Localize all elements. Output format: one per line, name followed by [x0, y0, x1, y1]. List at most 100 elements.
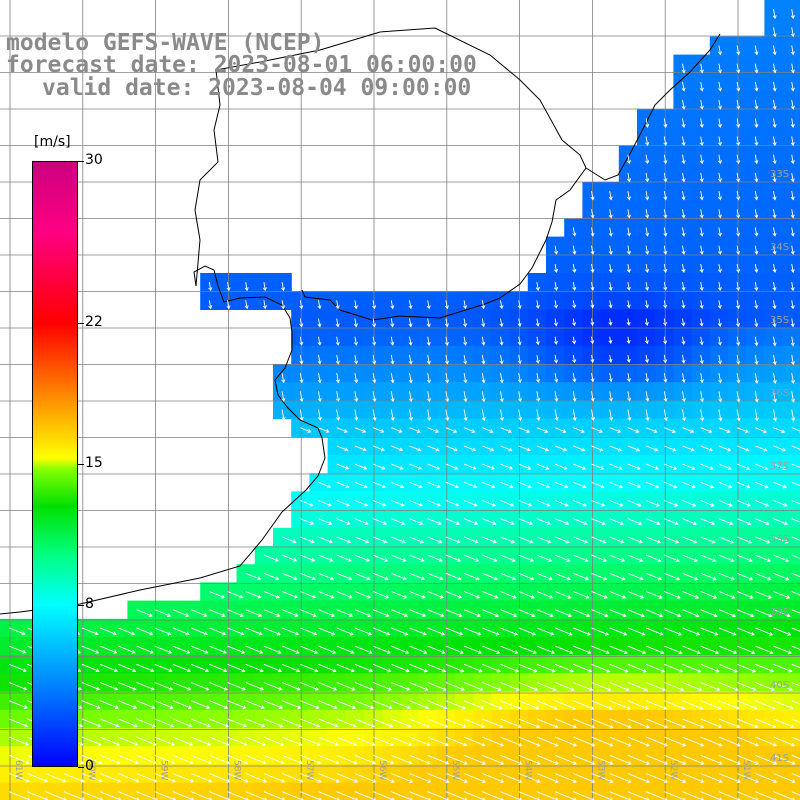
wind-arrow [500, 645, 519, 655]
wind-arrow [773, 591, 791, 599]
wind-arrow [554, 609, 573, 618]
wind-arrow [736, 409, 741, 422]
lon-label: 60W [86, 760, 96, 780]
colorbar-tick-mark [78, 605, 84, 607]
wind-arrow [354, 518, 369, 525]
wind-arrow [481, 391, 486, 403]
wind-cell [673, 782, 693, 800]
wind-arrow [645, 481, 660, 489]
wind-arrow [263, 791, 286, 800]
wind-arrow [645, 773, 669, 784]
wind-arrow [682, 481, 696, 489]
wind-arrow [208, 282, 213, 292]
wind-arrow [8, 754, 30, 765]
wind-arrow [736, 263, 741, 273]
wind-arrow [499, 409, 504, 422]
wind-cell [254, 782, 274, 800]
wind-arrow [627, 518, 643, 526]
wind-arrow [354, 754, 376, 765]
wind-arrow [664, 500, 679, 507]
wind-arrow [427, 609, 445, 618]
wind-arrow [463, 445, 477, 452]
wind-arrow [317, 354, 322, 365]
wind-arrow [463, 373, 468, 384]
wind-arrow [536, 791, 559, 800]
wind-arrow [172, 682, 192, 691]
wind-arrow [190, 736, 212, 746]
wind-arrow [463, 718, 486, 728]
wind-arrow [609, 627, 628, 636]
wind-arrow [300, 572, 316, 581]
wind-arrow [190, 700, 211, 710]
wind-arrow [608, 191, 613, 201]
wind-arrow [682, 463, 696, 470]
wind-arrow [591, 481, 605, 489]
wind-arrow [718, 773, 741, 784]
wind-arrow [408, 300, 413, 310]
wind-arrow [372, 572, 389, 581]
wind-arrow [554, 409, 559, 422]
wind-arrow [427, 718, 449, 728]
wind-arrow [281, 754, 303, 765]
wind-arrow [318, 536, 333, 544]
wind-cell [782, 582, 800, 602]
wind-arrow [718, 536, 734, 544]
wind-arrow [518, 627, 537, 636]
wind-arrow [554, 718, 578, 729]
wind-arrow [736, 682, 757, 692]
wind-arrow [717, 209, 722, 219]
wind-arrow [645, 718, 669, 729]
wind-arrow [718, 700, 740, 710]
wind-arrow [681, 245, 686, 255]
wind-arrow [681, 391, 686, 403]
wind-arrow [445, 609, 463, 618]
wind-arrow [372, 463, 386, 470]
wind-arrow [700, 682, 721, 692]
wind-arrow [209, 609, 226, 617]
wind-arrow [81, 754, 103, 765]
wind-arrow [736, 591, 754, 599]
wind-arrow [263, 554, 279, 562]
wind-arrow [136, 736, 157, 746]
wind-arrow [427, 736, 449, 747]
wind-arrow [645, 391, 650, 402]
wind-arrow [754, 118, 759, 128]
wind-arrow [536, 591, 554, 599]
wind-arrow [172, 736, 193, 746]
wind-arrow [536, 500, 551, 507]
wind-arrow [336, 554, 352, 562]
wind-arrow [391, 682, 411, 691]
wind-arrow [718, 718, 741, 729]
wind-arrow [535, 318, 540, 327]
wind-arrow [354, 463, 368, 470]
wind-arrow [391, 518, 406, 525]
wind-arrow [336, 736, 358, 747]
wind-arrow [8, 627, 26, 636]
wind-arrow [409, 463, 422, 470]
wind-arrow [299, 300, 304, 310]
colorbar-tick-label: 8 [85, 596, 94, 613]
wind-arrow [755, 427, 768, 434]
wind-arrow [664, 791, 686, 800]
wind-arrow [554, 463, 568, 470]
forecast-date: forecast date: 2023-08-01 06:00:00 [6, 52, 477, 78]
wind-arrow [755, 663, 775, 673]
wind-arrow [263, 754, 285, 765]
wind-arrow [572, 300, 577, 309]
wind-arrow [317, 318, 322, 328]
wind-arrow [482, 518, 497, 526]
wind-arrow [663, 336, 668, 345]
wind-arrow [500, 500, 515, 507]
wind-arrow [645, 263, 650, 273]
wind-arrow [791, 536, 800, 541]
wind-arrow [463, 736, 486, 747]
lon-label: 54W [523, 760, 533, 780]
wind-arrow [700, 391, 705, 403]
wind-arrow [372, 409, 377, 421]
wind-arrow [754, 282, 759, 292]
wind-arrow [300, 609, 317, 618]
wind-arrow [536, 773, 559, 784]
wind-arrow [281, 645, 300, 654]
wind-arrow [736, 536, 753, 544]
wind-arrow [736, 354, 741, 365]
